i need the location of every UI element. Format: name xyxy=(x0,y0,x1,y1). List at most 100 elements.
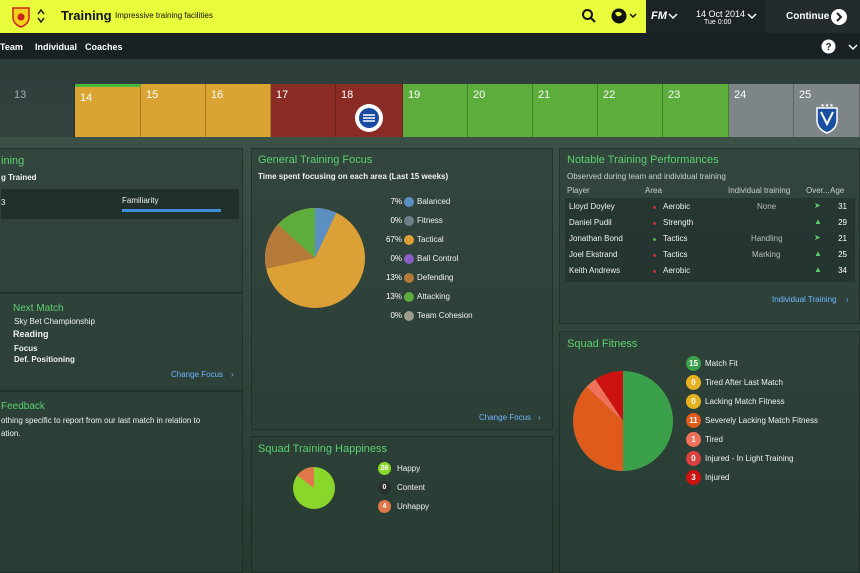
panel-subtitle: Observed during team and individual trai… xyxy=(567,172,726,181)
happy-count-badge: 26 xyxy=(378,462,391,475)
fitness-count-badge: 3 xyxy=(686,470,701,485)
squad-happiness-panel: Squad Training Happiness 26 Happy 0 Cont… xyxy=(251,436,553,573)
trend-up-icon: ▲ xyxy=(814,217,822,226)
current-date: 14 Oct 2014 xyxy=(696,9,746,19)
area-indicator xyxy=(653,222,656,225)
help-icon[interactable]: ? xyxy=(821,39,836,54)
trend-up-icon: ▲ xyxy=(814,265,822,274)
squad-fitness-panel: Squad Fitness 15 Match Fit 0 Tired After… xyxy=(559,331,860,573)
continue-label: Continue xyxy=(786,11,830,22)
panel-title: Squad Training Happiness xyxy=(258,443,388,455)
panel-title: ining xyxy=(1,155,25,167)
content-label: Content xyxy=(397,483,426,492)
fitness-count-badge: 1 xyxy=(686,432,701,447)
chevron-down-icon[interactable] xyxy=(747,12,757,20)
change-focus-link[interactable]: Change Focus xyxy=(171,370,224,379)
page-title: Training xyxy=(61,8,112,23)
calendar-day[interactable]: 18 xyxy=(336,84,403,137)
sub-navigation: Team Individual Coaches ? xyxy=(0,33,860,59)
ball-control-swatch xyxy=(404,254,414,264)
general-training-focus-panel: General Training Focus Time spent focusi… xyxy=(251,148,553,430)
column-area[interactable]: Area xyxy=(645,186,662,195)
focus-label: Focus xyxy=(14,344,38,353)
focus-value: Def. Positioning xyxy=(14,355,75,364)
tab-team[interactable]: Team xyxy=(0,42,23,52)
calendar-day[interactable]: 17 xyxy=(271,84,336,137)
unhappy-count-badge: 4 xyxy=(378,500,391,513)
calendar-day[interactable]: 15 xyxy=(141,84,206,137)
club-crest-icon[interactable] xyxy=(10,6,32,28)
column-individual-training[interactable]: Individual training xyxy=(728,186,791,195)
training-panel: ining g Trained 3 Familiarity xyxy=(0,148,243,293)
chevron-right-icon[interactable]: › xyxy=(846,295,849,304)
trend-up-icon: ➤ xyxy=(814,201,821,210)
panel-subtitle: g Trained xyxy=(1,173,37,182)
current-time: Tue 0:00 xyxy=(704,19,732,26)
chevron-down-icon[interactable] xyxy=(848,43,858,51)
switch-club-icon[interactable] xyxy=(36,8,46,24)
calendar-day[interactable]: 25 ★★★ xyxy=(794,84,860,137)
calendar-day[interactable]: 24 xyxy=(729,84,794,137)
calendar-day[interactable]: 16 xyxy=(206,84,271,137)
calendar-day[interactable]: 19 xyxy=(403,84,468,137)
chevron-down-icon[interactable] xyxy=(668,12,678,20)
notable-performances-panel: Notable Training Performances Observed d… xyxy=(559,148,860,324)
area-indicator xyxy=(653,270,656,273)
panel-title: Squad Fitness xyxy=(567,338,638,350)
fitness-count-badge: 0 xyxy=(686,451,701,466)
chevron-right-icon[interactable]: › xyxy=(538,413,541,422)
happy-label: Happy xyxy=(397,464,421,473)
tactical-swatch xyxy=(404,235,414,245)
area-indicator xyxy=(653,238,656,241)
globe-icon[interactable] xyxy=(610,7,638,25)
tab-coaches[interactable]: Coaches xyxy=(85,42,123,52)
svg-text:★★★: ★★★ xyxy=(820,103,834,109)
familiarity-row[interactable]: 3 Familiarity xyxy=(1,189,239,219)
tab-individual[interactable]: Individual xyxy=(35,42,78,52)
feedback-title: Feedback xyxy=(1,401,45,412)
squad-fitness-pie-chart xyxy=(573,371,673,471)
column-overall[interactable]: Over... xyxy=(806,186,830,195)
team-cohesion-swatch xyxy=(404,311,414,321)
balanced-swatch xyxy=(404,197,414,207)
fitness-count-badge: 11 xyxy=(686,413,701,428)
continue-button[interactable]: Continue xyxy=(766,0,860,33)
individual-training-link[interactable]: Individual Training xyxy=(772,295,837,304)
svg-text:?: ? xyxy=(825,42,831,53)
next-match-title: Next Match xyxy=(13,303,64,314)
fitness-count-badge: 0 xyxy=(686,394,701,409)
calendar-day[interactable]: 22 xyxy=(598,84,663,137)
calendar-day[interactable]: 14 xyxy=(75,84,141,137)
competition-name: Sky Bet Championship xyxy=(14,317,95,326)
calendar-day[interactable]: 21 xyxy=(533,84,598,137)
calendar-day[interactable]: 23 xyxy=(663,84,729,137)
trend-up-icon: ▲ xyxy=(814,249,822,258)
calendar-strip xyxy=(0,59,860,85)
search-icon[interactable] xyxy=(581,8,597,24)
unhappy-label: Unhappy xyxy=(397,502,430,511)
fm-menu-button[interactable]: FM xyxy=(651,10,667,22)
happiness-pie-chart xyxy=(293,467,335,509)
familiarity-bar xyxy=(122,209,221,212)
opponent-crest-icon: ★★★ xyxy=(816,103,838,134)
calendar-day[interactable]: 13 xyxy=(0,84,75,137)
change-focus-link[interactable]: Change Focus xyxy=(479,413,532,422)
panel-subtitle: Time spent focusing on each area (Last 1… xyxy=(258,172,449,181)
area-indicator xyxy=(653,254,656,257)
feedback-text: othing specific to report from our last … xyxy=(1,416,201,425)
page-subtitle: Impressive training facilities xyxy=(115,11,213,20)
panel-title: General Training Focus xyxy=(258,154,373,166)
column-age[interactable]: Age xyxy=(830,186,845,195)
fitness-count-badge: 15 xyxy=(686,356,701,371)
chevron-right-icon[interactable]: › xyxy=(231,370,234,379)
opponent-name: Reading xyxy=(13,329,49,339)
calendar-day[interactable]: 20 xyxy=(468,84,533,137)
performances-table: Lloyd Doyley Aerobic None ➤ 31 Daniel Pu… xyxy=(565,198,855,282)
title-bar: Training Impressive training facilities xyxy=(0,0,646,33)
content-count-badge: 0 xyxy=(378,481,391,494)
feedback-text: ation. xyxy=(1,429,21,438)
training-focus-pie-chart xyxy=(265,208,365,308)
column-player[interactable]: Player xyxy=(567,186,590,195)
familiarity-label: Familiarity xyxy=(122,196,159,205)
opponent-crest-icon xyxy=(355,104,383,132)
